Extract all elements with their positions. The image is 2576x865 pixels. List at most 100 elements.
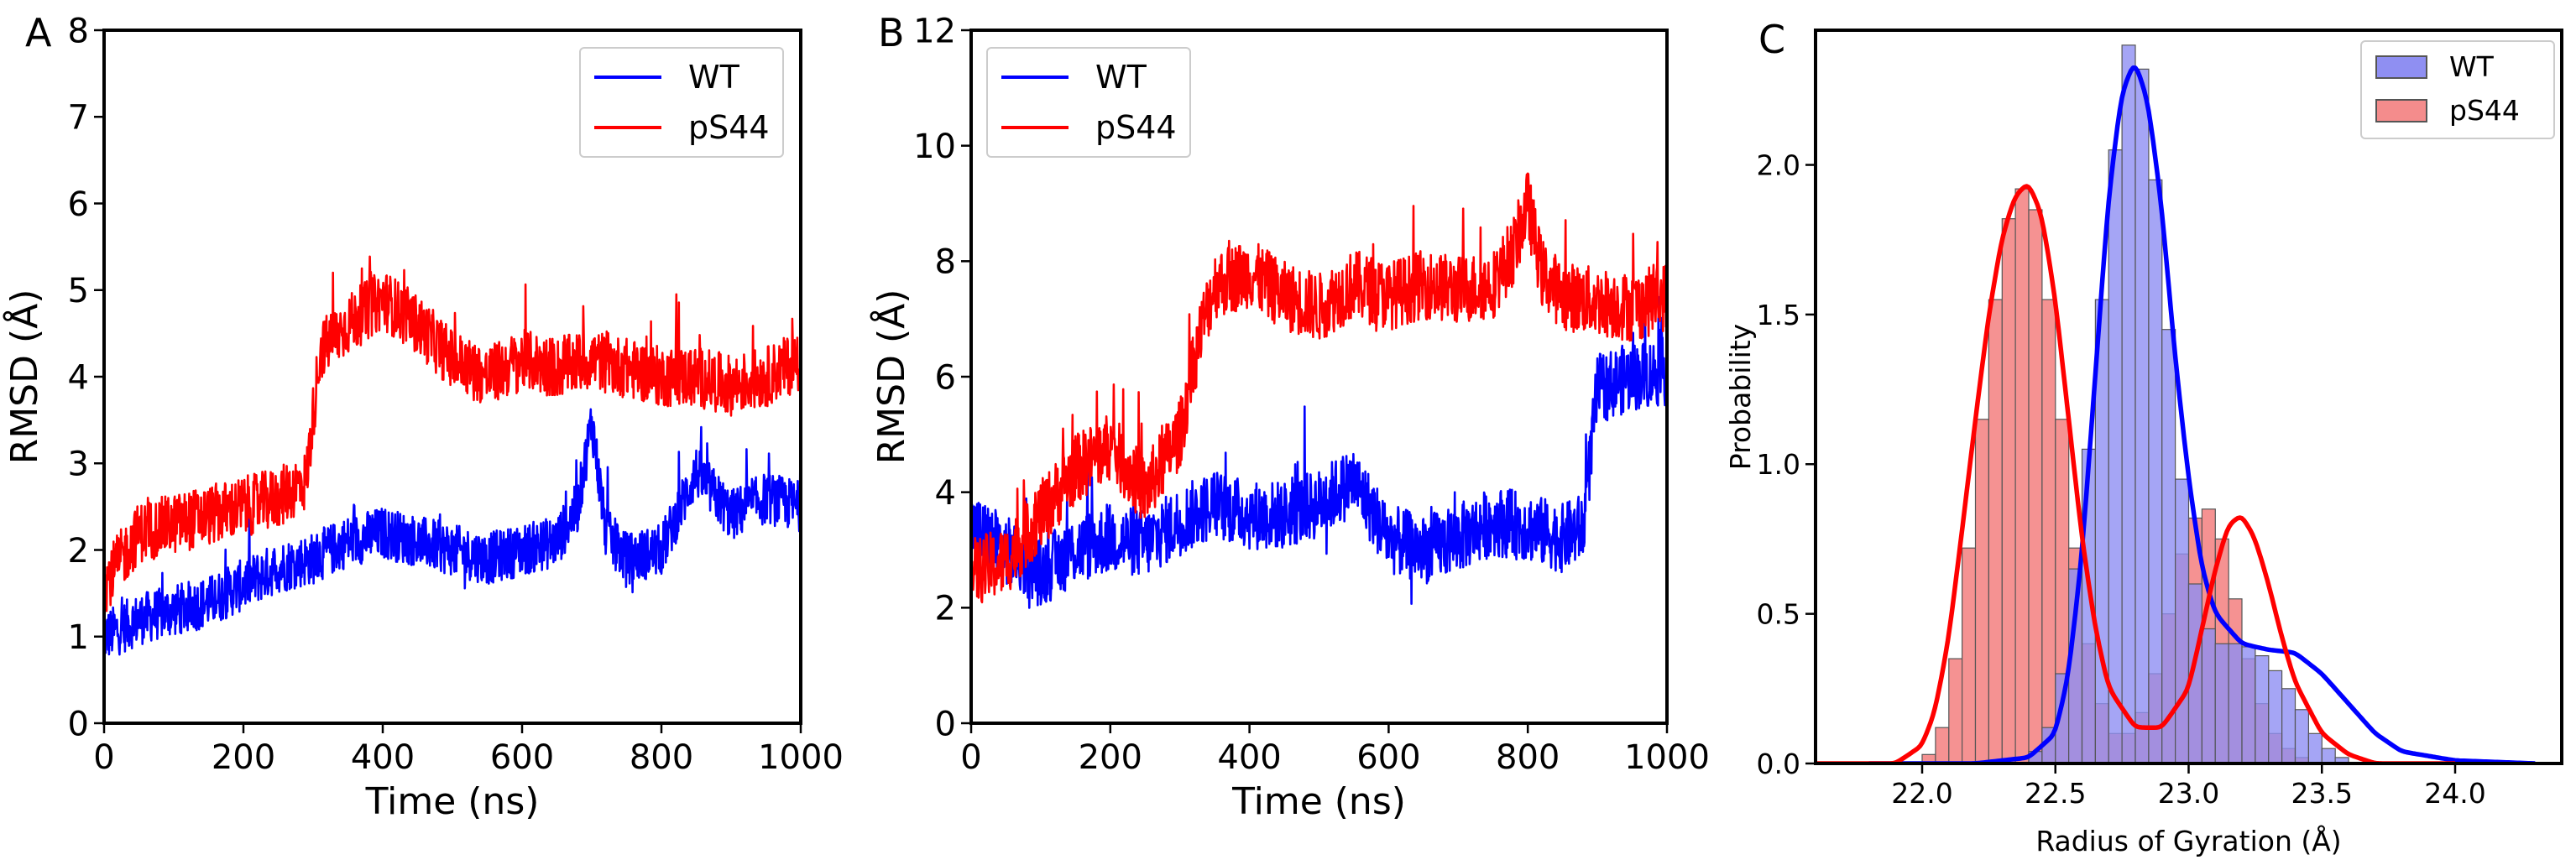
histogram-bar-ps44 (1935, 727, 1950, 763)
x-tick-label: 23.0 (2158, 777, 2219, 810)
panel-label-a: A (25, 10, 52, 55)
x-tick-label: 24.0 (2424, 777, 2485, 810)
panel-label-b: B (878, 10, 905, 55)
x-tick-label: 0 (93, 738, 114, 777)
y-axis-label: RMSD (Å) (2, 289, 46, 465)
y-tick-label: 2 (68, 532, 89, 571)
y-tick-label: 0 (935, 705, 956, 743)
y-tick-label: 0.5 (1757, 598, 1800, 631)
histogram-bar-ps44 (2014, 188, 2030, 763)
x-tick-label: 0 (960, 738, 981, 777)
histogram-bar-wt (2148, 179, 2163, 763)
legend-label-wt: WT (1095, 59, 1147, 96)
x-tick-label: 1000 (758, 738, 844, 777)
legend-label-ps44: pS44 (1095, 109, 1177, 146)
y-tick-label: 2.0 (1757, 149, 1800, 181)
y-tick-label: 0 (68, 705, 89, 743)
x-tick-label: 200 (1079, 738, 1142, 777)
histogram-bar-wt (2175, 478, 2190, 763)
y-tick-label: 3 (68, 446, 89, 484)
legend-panel-c: WT pS44 (2360, 40, 2555, 139)
chart-panel-c: 22.0 22.5 23.0 23.5 24.0 0.0 0.5 1.0 1.5 2.0 Radiu… (1724, 29, 2563, 857)
histogram-bar-ps44 (2028, 209, 2043, 763)
y-tick-label: 12 (913, 12, 956, 50)
y-tick-label: 6 (935, 358, 956, 397)
x-axis-label: Time (ns) (365, 780, 540, 823)
x-tick-label: 800 (1496, 738, 1560, 777)
histogram-bar-wt (2255, 654, 2270, 763)
histogram-bar-ps44 (1974, 419, 1989, 763)
y-tick-label: 4 (935, 474, 956, 513)
plot-area (1816, 44, 2536, 763)
y-tick-label: 1 (68, 618, 89, 657)
x-tick-label: 22.0 (1891, 777, 1952, 810)
histogram-bar-wt (2228, 643, 2243, 763)
y-tick-label: 4 (68, 358, 89, 397)
kde-curve-ps44 (1816, 184, 2456, 763)
y-tick-label: 8 (68, 12, 89, 50)
legend-label-wt: WT (688, 59, 739, 96)
histogram-bar-wt (2334, 757, 2349, 763)
y-tick-label: 0.0 (1757, 748, 1800, 780)
histogram-bar-wt (2214, 643, 2229, 763)
series-line-ps44 (104, 255, 801, 615)
histogram-bar-ps44 (1962, 547, 1977, 763)
histogram-bar-wt (2268, 670, 2283, 763)
y-tick-label: 1.0 (1757, 448, 1800, 481)
x-tick-label: 600 (490, 738, 554, 777)
histogram-bar-wt (2294, 709, 2309, 763)
x-tick-label: 400 (351, 738, 415, 777)
histogram-bar-wt (2281, 688, 2296, 763)
chart-panel-b: 0 200 400 600 800 1000 0 2 4 6 8 10 12 Time (ns) RMSD … (869, 12, 1710, 823)
histogram-bar-ps44 (2001, 218, 2016, 763)
histogram-bar-ps44 (2041, 299, 2056, 763)
x-tick-label: 1000 (1624, 738, 1710, 777)
legend-swatch-ps44 (2375, 99, 2427, 122)
histogram-bar-wt (2321, 748, 2336, 763)
legend-label-wt: WT (2449, 50, 2494, 83)
histogram-bar-wt (2307, 732, 2323, 763)
x-tick-label: 23.5 (2291, 777, 2353, 810)
x-axis-label: Time (ns) (1231, 780, 1406, 823)
x-tick-label: 200 (212, 738, 275, 777)
series-line-ps44 (971, 172, 1667, 604)
x-axis-label: Radius of Gyration (Å) (2035, 824, 2341, 857)
histogram-bar-ps44 (1988, 299, 2003, 763)
legend-swatch-ps44 (1001, 126, 1069, 129)
panel-label-c: C (1758, 17, 1786, 62)
series-line-wt (104, 408, 801, 656)
histogram-bar-wt (2241, 646, 2256, 763)
y-tick-label: 6 (68, 185, 89, 224)
legend-panel-b: WT pS44 (986, 47, 1191, 158)
legend-swatch-ps44 (594, 126, 661, 129)
legend-swatch-wt (594, 76, 661, 79)
y-tick-label: 7 (68, 99, 89, 138)
series-line-wt (971, 295, 1667, 609)
plot-area (971, 172, 1667, 609)
chart-panel-a: 0 200 400 600 800 1000 0 1 2 3 4 5 6 7 8 Time (ns) RMSD … (2, 12, 844, 823)
histogram-bar-wt (2161, 329, 2176, 763)
histogram-bar-wt (2201, 628, 2216, 763)
y-tick-label: 5 (68, 272, 89, 310)
histogram-bar-wt (2121, 44, 2136, 763)
y-tick-label: 1.5 (1757, 299, 1800, 331)
legend-label-ps44: pS44 (688, 109, 770, 146)
legend-swatch-wt (2375, 55, 2427, 79)
x-tick-label: 400 (1217, 738, 1281, 777)
histogram-bar-ps44 (1948, 658, 1963, 763)
histogram-bar-wt (2108, 149, 2123, 763)
legend-panel-a: WT pS44 (579, 47, 784, 158)
x-tick-label: 22.5 (2025, 777, 2086, 810)
y-tick-label: 8 (935, 243, 956, 282)
histogram-bar-wt (2134, 68, 2150, 763)
x-tick-label: 800 (630, 738, 693, 777)
y-axis-label: Probability (1724, 324, 1757, 470)
legend-swatch-wt (1001, 76, 1069, 79)
y-axis-label: RMSD (Å) (869, 289, 913, 465)
plot-area (104, 255, 801, 656)
x-tick-label: 600 (1356, 738, 1420, 777)
legend-label-ps44: pS44 (2449, 94, 2520, 127)
y-tick-label: 10 (913, 128, 956, 166)
y-tick-label: 2 (935, 590, 956, 628)
